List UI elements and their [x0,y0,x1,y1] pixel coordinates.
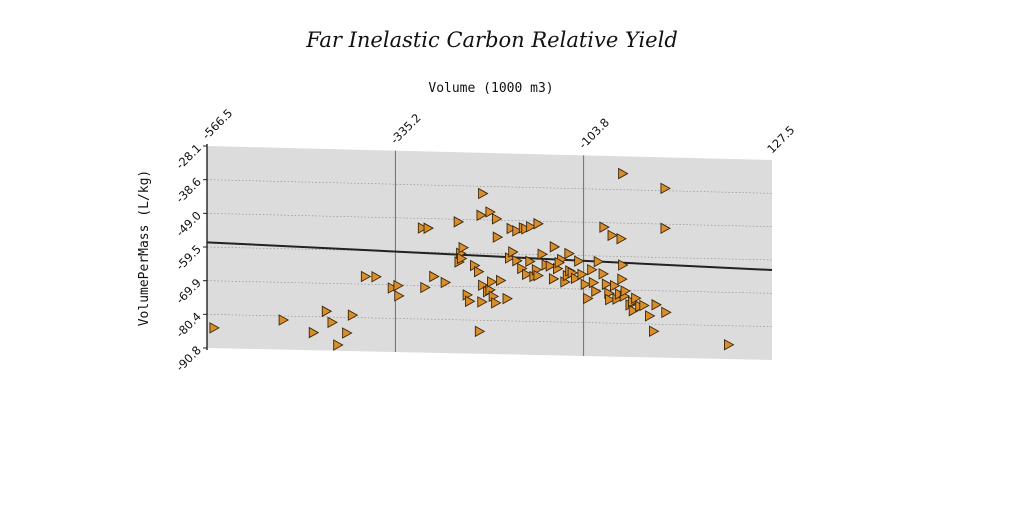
trend-line [206,241,773,272]
chart-title: Far Inelastic Carbon Relative Yield [305,28,678,52]
x-tick-label: -566.5 [199,106,235,142]
y-tick-label: -28.1 [173,141,204,172]
y-tick-label: -69.9 [173,276,204,307]
data-point [651,299,662,311]
data-point [502,292,513,305]
data-point [570,272,582,285]
data-point [465,295,476,308]
data-point [477,296,488,308]
data-point [631,292,642,305]
data-point [476,209,487,222]
data-point [522,268,533,281]
data-point [496,274,507,287]
data-point [506,222,518,235]
y-tick-label: -38.6 [173,175,204,206]
data-point [610,279,621,292]
y-tick-labels: -28.1-38.6-49.0-59.5-69.9-80.4-90.8 [173,141,204,374]
data-point [333,339,344,351]
data-point [491,297,502,309]
data-point [525,255,536,268]
data-point [478,187,489,200]
data-points [209,167,735,351]
data-point [591,285,602,298]
data-point [574,255,585,267]
data-point [440,276,452,289]
data-point [639,299,650,312]
data-point [618,259,629,271]
data-point [605,293,616,306]
data-point [487,276,498,288]
data-point [548,273,560,285]
data-point [618,167,629,180]
data-point [628,304,640,317]
data-point [512,225,523,237]
data-point [564,247,575,260]
data-point [453,216,465,228]
data-point [526,220,537,233]
data-point [661,306,672,319]
data-point [587,264,598,276]
data-point [593,255,605,268]
data-point [278,314,290,326]
data-point [617,273,628,285]
data-point [393,279,404,292]
data-point [660,222,671,235]
data-point [601,278,613,290]
data-point [616,233,627,245]
data-point [533,217,544,230]
data-point [321,305,333,318]
data-point [474,265,485,278]
data-point [491,213,503,225]
y-tick-label: -90.8 [173,343,204,374]
x-tick-label: -335.2 [388,111,424,147]
data-point [209,322,220,334]
data-point [508,246,519,258]
data-point [554,256,566,269]
data-point [360,270,372,283]
data-point [723,338,735,351]
data-point [492,231,504,243]
data-point [308,326,320,339]
x-tick-label: 127.5 [764,123,797,156]
data-point [474,325,486,338]
data-point [598,268,609,280]
y-tick-label: -49.0 [173,208,204,239]
data-point [537,248,548,260]
x-tick-label: -103.8 [576,115,612,151]
x-axis-label: Volume (1000 m3) [428,81,553,96]
data-point [456,252,468,265]
plot-area [203,144,773,360]
data-point [423,222,434,234]
data-point [327,316,338,329]
y-tick-label: -59.5 [173,242,204,273]
data-point [580,278,592,291]
data-point [583,292,594,305]
plot-background [207,146,772,360]
data-point [649,325,660,338]
data-point [387,282,399,294]
data-point [620,285,631,297]
data-point [588,276,600,289]
data-point [577,268,588,281]
data-point [371,270,382,283]
data-point [347,309,359,321]
data-point [420,281,431,294]
data-point [660,182,671,195]
data-point [599,221,610,233]
data-point [645,310,656,322]
y-tick-label: -80.4 [173,309,204,340]
data-point [394,290,405,302]
data-point [417,222,429,234]
data-point [607,229,618,242]
data-point [485,206,496,218]
data-point [533,269,544,282]
data-point [549,241,561,253]
data-point [429,270,440,283]
y-axis-label: VolumePerMass (L/kg) [137,170,152,327]
data-point [458,241,469,254]
data-point [545,260,557,272]
data-point [342,327,353,339]
